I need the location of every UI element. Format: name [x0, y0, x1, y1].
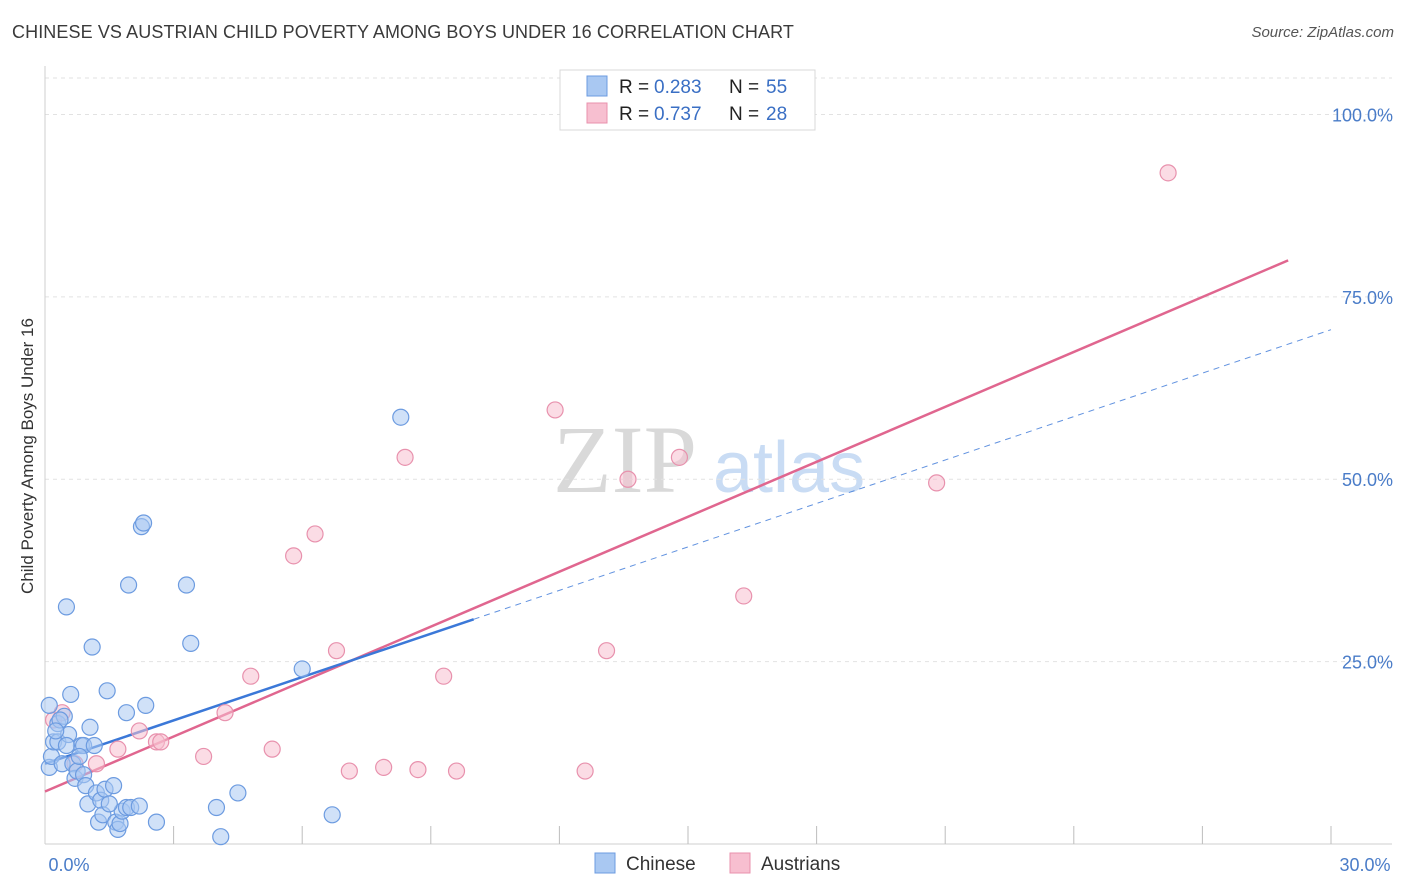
austrians-point [327, 642, 346, 660]
austrians-point [576, 762, 594, 780]
austrians-point [263, 740, 281, 758]
y-tick-label: 25.0% [1342, 653, 1393, 673]
austrians-point [619, 470, 637, 488]
austrians-point [435, 667, 453, 685]
austrians-point [130, 722, 148, 740]
chinese-point [323, 806, 341, 824]
chinese-point [85, 736, 103, 755]
x-tick-label-min: 0.0% [48, 855, 89, 875]
chinese-point [57, 598, 76, 616]
chinese-point [119, 576, 138, 594]
bottom-legend-chinese-swatch [594, 852, 616, 874]
chinese-point [70, 747, 88, 766]
chinese-point [98, 682, 116, 700]
legend-austrians-n-label: N = [729, 104, 759, 125]
legend-austrians-r-value: 0.737 [654, 104, 702, 125]
legend-chinese-r-value: 0.283 [654, 77, 702, 98]
chinese-point [392, 408, 410, 426]
bottom-legend: Chinese Austrians [594, 852, 840, 875]
chinese-point [229, 784, 247, 802]
y-axis-label: Child Poverty Among Boys Under 16 [18, 318, 37, 594]
austrians-point [375, 758, 393, 777]
chinese-point [207, 798, 226, 817]
austrians-point [306, 525, 324, 543]
chinese-point [117, 704, 136, 722]
chinese-trend-extension [473, 329, 1332, 620]
austrians-point [597, 642, 616, 660]
austrians-point [87, 755, 106, 773]
austrians-point [670, 448, 689, 466]
austrians-trend-line [44, 259, 1289, 793]
chinese-point [134, 514, 153, 532]
chinese-point [40, 696, 58, 714]
legend-austrians-n-value: 28 [766, 104, 787, 125]
austrians-point [195, 747, 213, 766]
x-tick-label-max: 30.0% [1339, 855, 1390, 875]
chinese-point [182, 634, 200, 652]
austrians-point [1159, 164, 1177, 182]
chinese-point [177, 576, 196, 594]
austrians-point [340, 762, 358, 780]
bottom-legend-austrians: Austrians [761, 854, 840, 875]
y-tick-label: 75.0% [1342, 288, 1393, 308]
chart-source: Source: ZipAtlas.com [1251, 24, 1394, 41]
chinese-point [83, 638, 101, 656]
chinese-point [137, 696, 155, 714]
austrians-point [109, 740, 127, 758]
austrians-point [409, 760, 427, 779]
y-tick-labels: 25.0% 50.0% 75.0% 100.0% [1332, 105, 1393, 672]
legend-chinese-r-label: R = [619, 77, 649, 98]
legend-austrians-r-label: R = [619, 104, 649, 125]
chinese-point [212, 828, 230, 846]
trend-lines [44, 259, 1332, 793]
x-ticks [173, 826, 1332, 844]
legend-chinese-swatch [586, 75, 608, 97]
austrians-point [216, 704, 234, 722]
chinese-point [130, 797, 148, 815]
austrians-point [735, 587, 753, 605]
chinese-point [62, 685, 80, 704]
chinese-point [81, 718, 99, 736]
austrians-point [152, 733, 170, 751]
chinese-point [47, 722, 65, 740]
y-tick-label: 100.0% [1332, 105, 1393, 125]
chinese-point [147, 813, 166, 831]
austrians-point [447, 762, 466, 780]
chinese-point [293, 660, 311, 678]
data-points [40, 164, 1177, 846]
gridlines [45, 77, 1392, 663]
austrians-point [546, 401, 564, 419]
bottom-legend-chinese: Chinese [626, 854, 696, 875]
legend-austrians-swatch [586, 102, 608, 124]
chart-title: CHINESE VS AUSTRIAN CHILD POVERTY AMONG … [12, 22, 794, 42]
bottom-legend-austrians-swatch [729, 852, 751, 874]
chinese-point [104, 777, 123, 795]
austrians-point [928, 474, 946, 492]
legend-chinese-n-value: 55 [766, 77, 787, 98]
chinese-point [100, 795, 118, 813]
austrians-point [285, 547, 303, 565]
chinese-point [57, 736, 76, 755]
austrians-point [242, 667, 260, 685]
legend-box: R = 0.283 N = 55 R = 0.737 N = 28 [559, 69, 816, 131]
austrians-point [396, 448, 414, 466]
axes [44, 66, 1392, 845]
legend-chinese-n-label: N = [729, 77, 759, 98]
chinese-trend-line [44, 618, 475, 765]
y-tick-label: 50.0% [1342, 470, 1393, 490]
